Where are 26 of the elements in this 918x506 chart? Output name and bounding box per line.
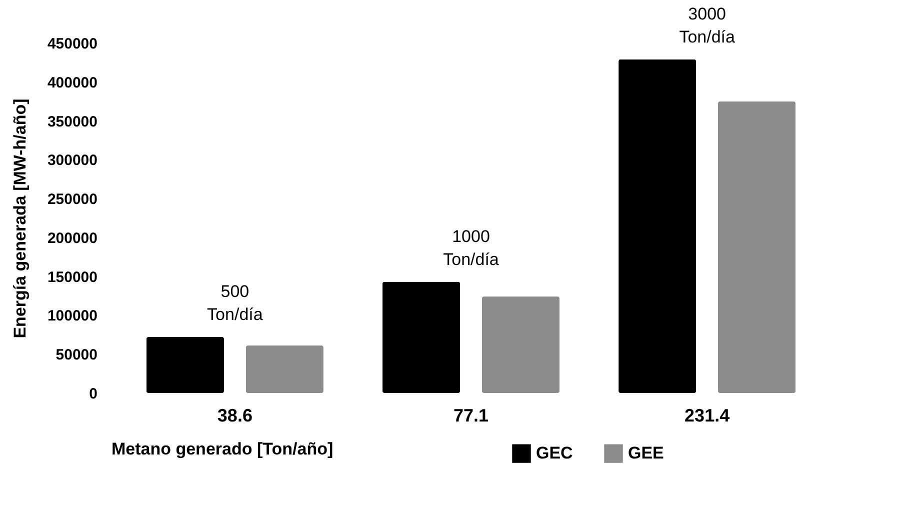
y-tick-label: 0: [89, 386, 98, 402]
y-tick-label: 400000: [47, 74, 98, 92]
x-tick-label: 77.1: [453, 406, 489, 426]
bar: [246, 346, 324, 393]
bar: [482, 296, 560, 393]
y-tick-label: 200000: [47, 230, 98, 247]
y-tick-label: 50000: [56, 346, 98, 364]
y-tick-label: 150000: [47, 268, 98, 286]
y-axis-title: Energía generada [MW-h/año]: [10, 98, 30, 338]
y-tick-label: 250000: [47, 191, 98, 208]
annotation: 1000 Ton/día: [443, 226, 500, 269]
legend-label: GEE: [628, 444, 664, 463]
y-tick-label: 450000: [47, 36, 98, 52]
annotation: 500 Ton/día: [207, 282, 264, 324]
bar: [618, 59, 696, 393]
x-axis-title: Metano generado [Ton/año]: [112, 440, 334, 458]
bar: [382, 282, 460, 393]
bar: [718, 101, 796, 393]
y-tick-label: 300000: [47, 152, 98, 170]
y-tick-label: 100000: [47, 308, 98, 325]
annotation: 3000 Ton/día: [679, 4, 736, 46]
bar: [146, 337, 224, 393]
y-tick-label: 350000: [47, 113, 98, 130]
x-tick-label: 231.4: [684, 406, 730, 426]
legend-label: GEC: [536, 444, 573, 463]
x-tick-label: 38.6: [217, 406, 252, 426]
